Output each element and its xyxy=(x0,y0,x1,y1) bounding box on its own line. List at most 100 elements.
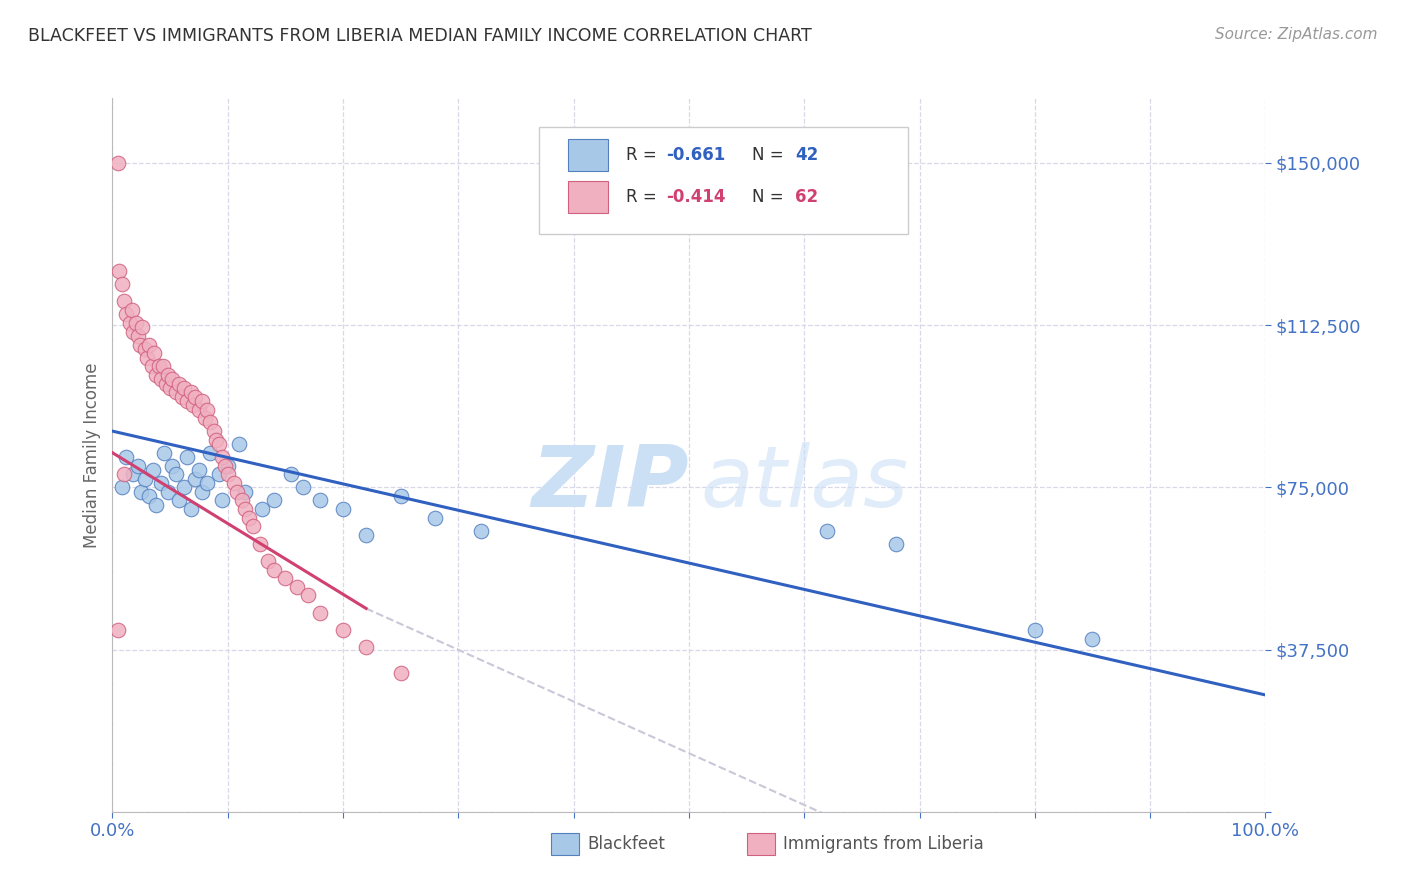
Point xyxy=(149,372,172,386)
Text: Blackfeet: Blackfeet xyxy=(588,835,665,853)
Point xyxy=(257,554,280,568)
Point xyxy=(138,337,160,351)
Bar xyxy=(568,180,609,212)
Point xyxy=(173,381,195,395)
Text: ZIP: ZIP xyxy=(531,442,689,525)
Point xyxy=(354,640,377,655)
Point xyxy=(389,489,412,503)
Text: N =: N = xyxy=(752,146,789,164)
Point xyxy=(115,307,138,321)
Point xyxy=(233,484,256,499)
Point xyxy=(180,385,202,400)
Point xyxy=(205,433,228,447)
Point xyxy=(425,510,447,524)
Point xyxy=(141,359,163,374)
Point xyxy=(202,424,225,438)
Text: Source: ZipAtlas.com: Source: ZipAtlas.com xyxy=(1215,27,1378,42)
Point xyxy=(108,264,131,278)
Point xyxy=(184,390,207,404)
FancyBboxPatch shape xyxy=(538,127,908,234)
Point xyxy=(143,346,166,360)
Point xyxy=(107,623,129,637)
Point xyxy=(142,463,165,477)
Point xyxy=(165,385,187,400)
Point xyxy=(169,376,191,391)
Point xyxy=(107,156,129,170)
Point xyxy=(152,359,174,374)
Text: 62: 62 xyxy=(794,187,818,205)
Point xyxy=(162,458,184,473)
Point xyxy=(886,536,908,550)
Point xyxy=(280,467,302,482)
Point xyxy=(1024,623,1046,637)
Point xyxy=(291,480,314,494)
Point xyxy=(124,316,146,330)
Point xyxy=(211,493,233,508)
Point xyxy=(184,472,207,486)
Point xyxy=(148,359,170,374)
Point xyxy=(122,325,145,339)
Point xyxy=(138,489,160,503)
Point xyxy=(112,467,135,482)
Text: BLACKFEET VS IMMIGRANTS FROM LIBERIA MEDIAN FAMILY INCOME CORRELATION CHART: BLACKFEET VS IMMIGRANTS FROM LIBERIA MED… xyxy=(28,27,811,45)
Point xyxy=(187,463,211,477)
Point xyxy=(134,342,156,356)
Point xyxy=(145,498,167,512)
Point xyxy=(222,476,245,491)
Point xyxy=(228,437,250,451)
Point xyxy=(231,493,253,508)
Y-axis label: Median Family Income: Median Family Income xyxy=(83,362,101,548)
Point xyxy=(121,303,143,318)
Point xyxy=(145,368,167,382)
Point xyxy=(180,502,202,516)
Point xyxy=(285,580,308,594)
Point xyxy=(129,484,153,499)
Point xyxy=(131,320,153,334)
Point xyxy=(136,351,159,365)
Point xyxy=(176,393,198,408)
Point xyxy=(233,502,256,516)
Point xyxy=(217,467,239,482)
Point xyxy=(155,376,177,391)
Point xyxy=(207,437,229,451)
Point xyxy=(176,450,198,464)
Point xyxy=(173,480,195,494)
Point xyxy=(127,458,149,473)
Point xyxy=(127,329,149,343)
Bar xyxy=(747,833,776,855)
Point xyxy=(470,524,492,538)
Point xyxy=(263,493,285,508)
Point xyxy=(249,536,271,550)
Text: -0.661: -0.661 xyxy=(666,146,725,164)
Point xyxy=(263,562,285,576)
Bar xyxy=(568,139,609,171)
Point xyxy=(181,398,204,412)
Point xyxy=(211,450,233,464)
Point xyxy=(111,480,134,494)
Point xyxy=(187,402,211,417)
Point xyxy=(159,381,181,395)
Point xyxy=(118,316,141,330)
Point xyxy=(162,372,184,386)
Point xyxy=(156,484,179,499)
Point xyxy=(242,519,264,533)
Point xyxy=(191,393,214,408)
Point xyxy=(309,606,332,620)
Point xyxy=(332,502,354,516)
Text: N =: N = xyxy=(752,187,789,205)
Point xyxy=(252,502,274,516)
Point xyxy=(274,571,297,585)
Point xyxy=(156,368,179,382)
Point xyxy=(191,484,214,499)
Point xyxy=(354,528,377,542)
Point xyxy=(111,277,134,291)
Text: atlas: atlas xyxy=(700,442,908,525)
Point xyxy=(170,390,193,404)
Point xyxy=(309,493,332,508)
Point xyxy=(200,416,222,430)
Point xyxy=(214,458,236,473)
Point xyxy=(200,446,222,460)
Text: R =: R = xyxy=(626,187,662,205)
Point xyxy=(115,450,138,464)
Point xyxy=(129,337,152,351)
